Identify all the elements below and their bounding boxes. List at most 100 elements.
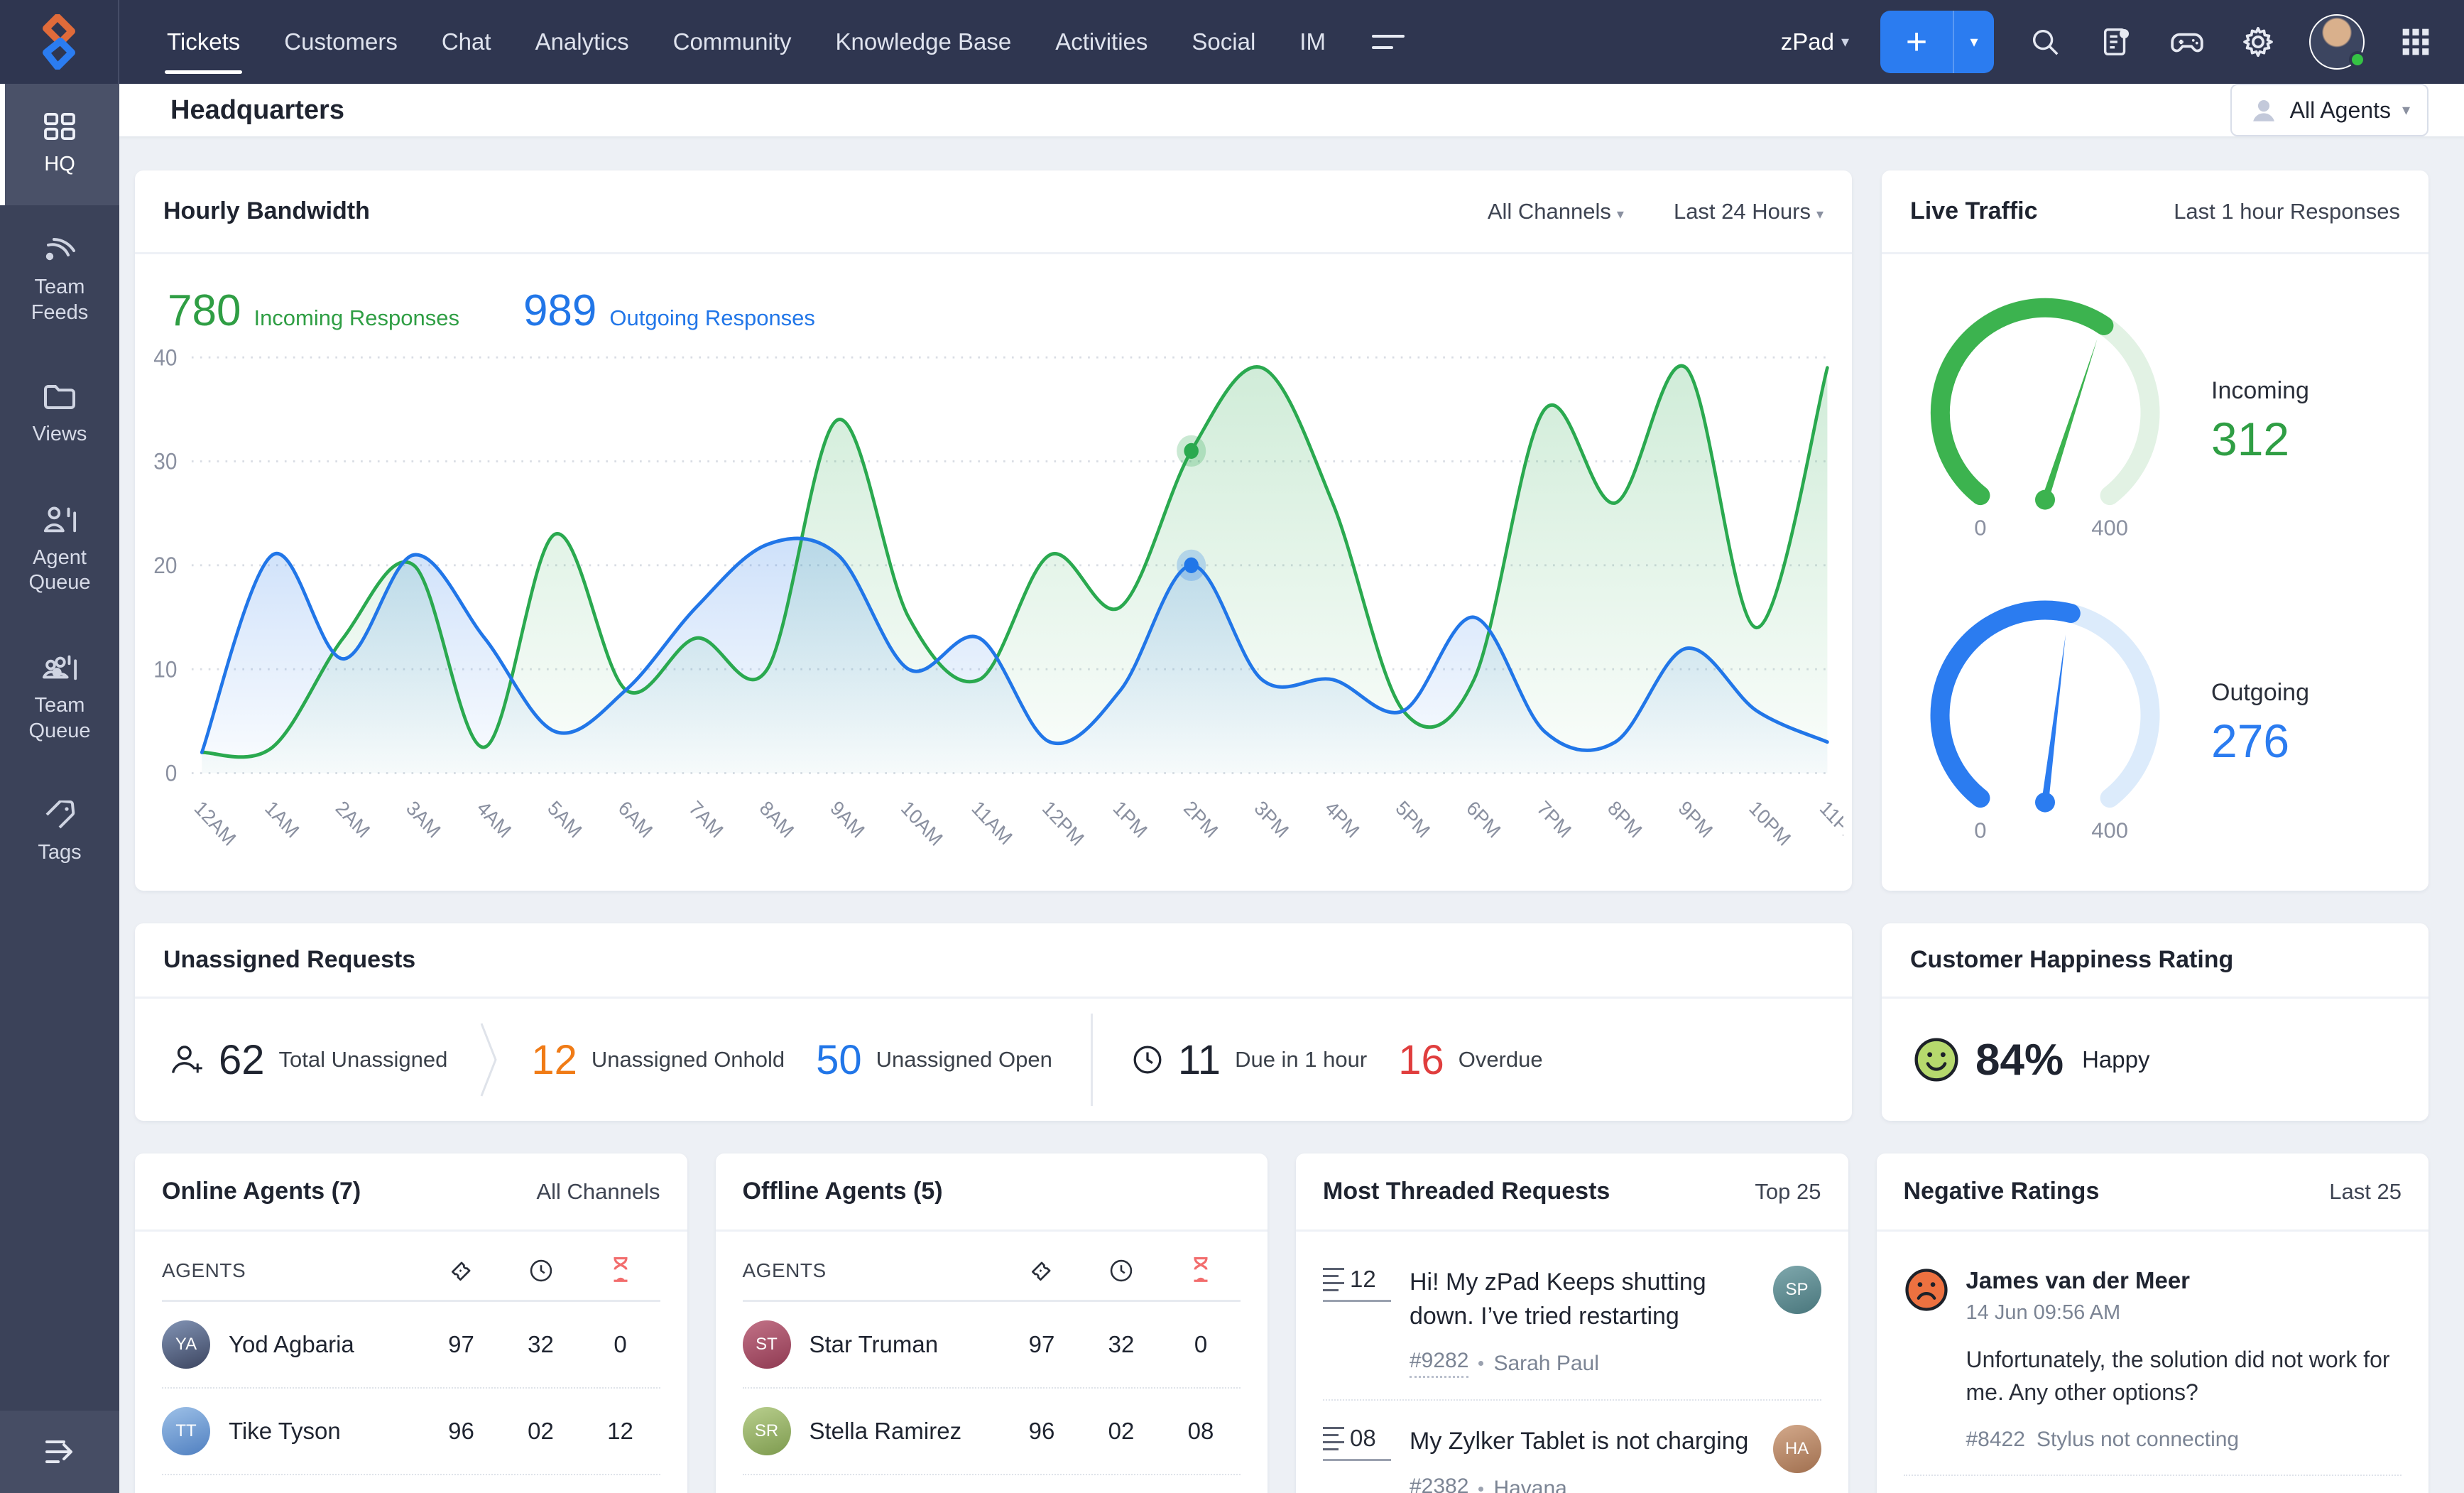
thread-item[interactable]: 12 Hi! My zPad Keeps shutting down. I’ve… xyxy=(1323,1242,1821,1401)
app-grid-icon[interactable] xyxy=(2396,22,2436,62)
chevron-down-icon: ▾ xyxy=(1841,33,1849,50)
svg-text:2AM: 2AM xyxy=(332,796,374,842)
total-unassigned-stat[interactable]: 62 Total Unassigned xyxy=(168,1036,447,1084)
user-avatar[interactable] xyxy=(2309,14,2366,70)
nav-item-social[interactable]: Social xyxy=(1192,28,1256,55)
sidebar-item-label: Team Queue xyxy=(28,694,91,742)
gamescope-icon[interactable] xyxy=(2167,22,2207,62)
search-icon[interactable] xyxy=(2025,22,2065,62)
agent-row[interactable]: YA Yod Agbaria 97 32 0 xyxy=(162,1302,660,1389)
sidebar-item-hq[interactable]: HQ xyxy=(0,84,119,206)
svg-text:7PM: 7PM xyxy=(1533,796,1576,842)
app-logo[interactable] xyxy=(0,0,119,84)
negative-ratings-card: Negative Ratings Last 25 James van der M… xyxy=(1876,1153,2428,1493)
all-agents-dropdown[interactable]: All Agents ▾ xyxy=(2230,84,2428,136)
nav-item-community[interactable]: Community xyxy=(672,28,792,55)
settings-gear-icon[interactable] xyxy=(2238,22,2278,62)
add-new-split-button[interactable]: + ▾ xyxy=(1880,11,1994,73)
svg-text:0: 0 xyxy=(165,761,178,786)
dashboard-content: Hourly Bandwidth All Channels ▾ Last 24 H… xyxy=(119,136,2464,1493)
agent-row[interactable]: ST Star Truman 97 32 0 xyxy=(742,1302,1241,1389)
customer-name: Sarah Paul xyxy=(1493,1351,1599,1375)
outgoing-responses-stat: 989 Outgoing Responses xyxy=(523,286,815,335)
dashboard-tiles-icon xyxy=(44,112,75,141)
nav-item-knowledge-base[interactable]: Knowledge Base xyxy=(835,28,1012,55)
ticket-id-link[interactable]: #8422 xyxy=(1966,1427,2025,1451)
due-in-1-hour-stat[interactable]: 11 Due in 1 hour xyxy=(1131,1036,1367,1084)
nav-item-im[interactable]: IM xyxy=(1299,28,1326,55)
unassigned-requests-card: Unassigned Requests 62 Total Unassigned … xyxy=(135,923,1852,1121)
avatar: TT xyxy=(162,1407,210,1455)
overdue-stat[interactable]: 16 Overdue xyxy=(1398,1036,1543,1083)
negative-rating-item[interactable]: James van der Meer 14 Jun 09:56 AM Unfor… xyxy=(1903,1242,2402,1476)
card-title: Unassigned Requests xyxy=(163,946,416,973)
overdue-hourglass-icon xyxy=(614,1257,627,1282)
navbar-right-cluster: zPad ▾ + ▾ xyxy=(1781,0,2464,84)
ticket-id-link[interactable]: #2382 xyxy=(1410,1475,1468,1493)
zoho-desk-logo-icon xyxy=(43,14,75,70)
department-dropdown[interactable]: zPad ▾ xyxy=(1780,28,1849,55)
ticket-subject[interactable]: My Zylker Tablet is not charging xyxy=(1410,1428,1749,1455)
bottom-cards-row: Online Agents (7) All Channels AGENTS YA… xyxy=(135,1153,2428,1493)
sidebar-item-label: Agent Queue xyxy=(28,545,91,594)
agent-row[interactable]: MWMayra Walker 72 91 03 xyxy=(743,1475,1241,1493)
sidebar-item-label: Team Feeds xyxy=(31,276,89,324)
agent-row[interactable]: JYJo Yung 72 91 06 xyxy=(162,1475,660,1493)
channel-filter-dropdown[interactable]: All Channels ▾ xyxy=(1487,198,1624,224)
svg-text:11PM: 11PM xyxy=(1816,796,1843,849)
online-agents-card: Online Agents (7) All Channels AGENTS YA… xyxy=(135,1153,687,1493)
whats-new-icon[interactable] xyxy=(2096,22,2136,62)
nav-item-activities[interactable]: Activities xyxy=(1055,28,1148,55)
ticket-subject[interactable]: Hi! My zPad Keeps shutting down. I’ve tr… xyxy=(1410,1269,1706,1330)
svg-text:3AM: 3AM xyxy=(402,796,445,842)
card-subtitle: Last 25 xyxy=(2329,1178,2402,1204)
unassigned-open-stat[interactable]: 50 Unassigned Open xyxy=(816,1036,1052,1083)
sidebar-item-team-feeds[interactable]: Team Feeds xyxy=(0,205,119,354)
svg-text:5AM: 5AM xyxy=(544,796,587,842)
expand-arrow-icon xyxy=(45,1440,72,1463)
nav-item-tickets[interactable]: Tickets xyxy=(145,0,262,84)
page-header: Headquarters All Agents ▾ xyxy=(119,84,2464,136)
agents-table-header: AGENTS xyxy=(162,1239,660,1302)
thread-item[interactable]: 08 My Zylker Tablet is not charging #238… xyxy=(1323,1401,1821,1493)
team-queue-icon xyxy=(42,655,77,680)
sidebar-item-label: HQ xyxy=(44,153,75,175)
chevron-separator xyxy=(480,1023,497,1097)
sidebar-item-label: Views xyxy=(32,423,87,446)
outgoing-gauge-value: 276 xyxy=(2211,715,2290,768)
svg-text:20: 20 xyxy=(153,553,177,578)
svg-text:4PM: 4PM xyxy=(1321,796,1363,842)
nav-item-customers[interactable]: Customers xyxy=(284,28,398,55)
sidebar-item-label: Tags xyxy=(38,841,82,864)
unassigned-onhold-stat[interactable]: 12 Unassigned Onhold xyxy=(531,1036,785,1083)
chevron-down-icon: ▾ xyxy=(2402,101,2410,119)
ticket-id-link[interactable]: #9282 xyxy=(1410,1349,1469,1379)
plus-icon[interactable]: + xyxy=(1880,11,1954,73)
agent-row[interactable]: SR Stella Ramirez 96 02 08 xyxy=(742,1389,1241,1475)
card-title: Negative Ratings xyxy=(1903,1178,2100,1205)
sidebar-item-views[interactable]: Views xyxy=(0,354,119,475)
svg-text:5PM: 5PM xyxy=(1392,796,1434,842)
sidebar-item-agent-queue[interactable]: Agent Queue xyxy=(0,476,119,624)
card-title: Most Threaded Requests xyxy=(1323,1178,1610,1205)
live-traffic-card: Live Traffic Last 1 hour Responses 0 400 … xyxy=(1882,170,2428,891)
chevron-down-icon: ▾ xyxy=(1816,206,1824,222)
online-status-dot xyxy=(2349,51,2366,68)
add-caret-icon[interactable]: ▾ xyxy=(1970,33,1978,50)
clock-icon xyxy=(530,1259,552,1282)
top-navbar: Tickets Customers Chat Analytics Communi… xyxy=(0,0,2464,84)
sidebar-expand-button[interactable] xyxy=(0,1411,119,1493)
agent-row[interactable]: TT Tike Tyson 96 02 12 xyxy=(162,1389,660,1475)
ticket-subject: Stylus not connecting xyxy=(2036,1427,2240,1451)
sidebar-item-tags[interactable]: Tags xyxy=(0,772,119,894)
sidebar-item-team-queue[interactable]: Team Queue xyxy=(0,624,119,772)
thread-count: 12 xyxy=(1323,1266,1391,1378)
nav-item-chat[interactable]: Chat xyxy=(441,28,491,55)
svg-text:9AM: 9AM xyxy=(827,796,869,842)
nav-more-icon[interactable] xyxy=(1348,0,1429,84)
incoming-gauge-value: 312 xyxy=(2211,412,2290,465)
dot-separator xyxy=(1478,1486,1484,1492)
negative-rating-item[interactable]: Han Alderan xyxy=(1904,1476,2402,1493)
time-range-dropdown[interactable]: Last 24 Hours ▾ xyxy=(1673,198,1824,224)
nav-item-analytics[interactable]: Analytics xyxy=(535,28,629,55)
